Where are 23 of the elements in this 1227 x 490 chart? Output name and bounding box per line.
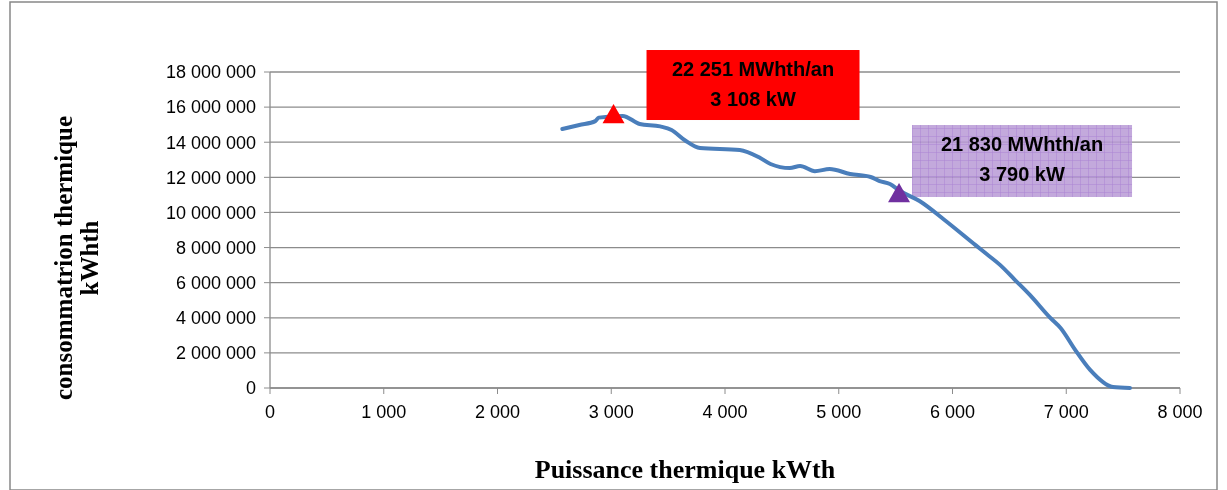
y-tick-label: 0 bbox=[245, 378, 256, 399]
y-axis-title: consommatrion thermique kWhth bbox=[50, 116, 103, 400]
x-tick-label: 1 000 bbox=[361, 402, 407, 422]
y-tick-label: 8 000 000 bbox=[175, 237, 256, 258]
y-tick-label: 10 000 000 bbox=[165, 202, 256, 223]
y-tick-label: 16 000 000 bbox=[165, 97, 256, 118]
y-tick-label: 2 000 000 bbox=[175, 343, 256, 364]
annotation: 21 830 MWhth/an 3 790 kW bbox=[940, 133, 1104, 186]
y-tick-label: 14 000 000 bbox=[165, 132, 256, 153]
x-tick-label: 5 000 bbox=[816, 402, 862, 422]
x-tick-label: 7 000 bbox=[1043, 402, 1089, 422]
y-tick-label: 4 000 000 bbox=[175, 308, 256, 329]
x-tick-label: 4 000 bbox=[702, 402, 748, 422]
x-tick-label: 2 000 bbox=[474, 402, 521, 422]
y-tick-label: 18 000 000 bbox=[165, 62, 256, 83]
y-tick-label: 6 000 000 bbox=[175, 272, 256, 293]
x-axis-title: Puissance thermique kWth bbox=[534, 455, 836, 484]
x-tick-label: 3 000 bbox=[588, 402, 634, 422]
x-tick-label: 8 000 bbox=[1157, 402, 1203, 422]
x-tick-label: 6 000 bbox=[929, 402, 976, 422]
annotation: 22 251 MWhth/an 3 108 kW bbox=[671, 58, 835, 111]
y-tick-label: 12 000 000 bbox=[165, 167, 256, 188]
x-tick-label: 0 bbox=[264, 402, 276, 422]
